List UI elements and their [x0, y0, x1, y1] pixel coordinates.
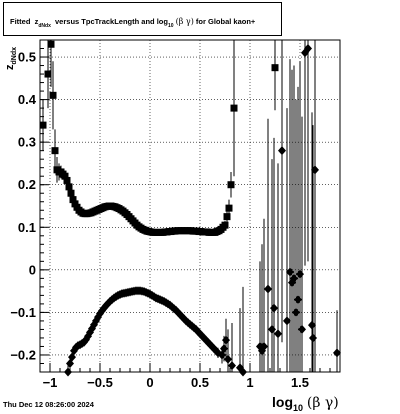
diamond-marker: [309, 333, 317, 343]
data-marks: [39, 40, 341, 377]
diamond-marker: [228, 361, 236, 371]
diamond-marker: [311, 165, 319, 175]
chart-title-box: Fitted zdNdx versus TpcTrackLength and l…: [3, 2, 282, 36]
y-axis-label: zdNdx: [4, 47, 18, 71]
y-tick-label: −0.1: [10, 305, 36, 320]
diamond-marker: [333, 348, 341, 358]
title-log-subscript: 10: [167, 23, 174, 29]
square-marker: [69, 196, 77, 204]
square-marker: [230, 104, 238, 112]
x-axis-label: log10 (β γ): [272, 394, 339, 413]
diamond-marker: [294, 295, 302, 305]
title-z-subscript: dNdx: [38, 23, 51, 29]
diamond-marker: [274, 329, 282, 339]
y-tick-label: 0.1: [18, 220, 36, 235]
square-marker: [227, 181, 235, 189]
diamond-marker: [298, 324, 306, 334]
x-tick-label: −1: [43, 375, 58, 390]
x-tick-label: 0.5: [191, 375, 209, 390]
ylabel-main: z: [4, 64, 16, 71]
y-tick-label: −0.2: [10, 347, 36, 362]
title-prefix: Fitted: [10, 17, 31, 26]
y-tick-label: 0.2: [18, 177, 36, 192]
square-marker: [49, 91, 57, 99]
square-marker: [271, 64, 279, 72]
diamond-marker: [222, 335, 230, 345]
diamond-marker: [270, 303, 278, 313]
xlabel-greek: (β γ): [306, 395, 339, 411]
diamond-marker: [292, 307, 300, 317]
diamond-marker: [286, 267, 294, 277]
xlabel-main: log: [272, 394, 293, 410]
y-tick-label: 0: [29, 262, 36, 277]
x-tick-label: 1.5: [291, 375, 309, 390]
diamond-marker: [224, 354, 232, 364]
y-tick-label: 0.3: [18, 135, 36, 150]
title-middle: versus TpcTrackLength and log: [55, 17, 168, 26]
square-marker: [51, 147, 59, 155]
chart-title: Fitted zdNdx versus TpcTrackLength and l…: [10, 17, 256, 29]
xlabel-subscript: 10: [293, 403, 304, 413]
diamond-marker: [304, 44, 312, 54]
square-marker: [223, 213, 231, 221]
square-marker: [67, 189, 75, 197]
y-tick-label: 0.5: [18, 50, 36, 65]
title-suffix: for Global kaon+: [195, 17, 256, 26]
square-marker: [221, 221, 229, 229]
square-marker: [63, 176, 71, 184]
axis-ticks: −1 −0.5 0 0.5 1 1.5 −0.2 −0.1 0 0.1 0.2 0.3 0.4 0.5: [10, 39, 341, 390]
title-greek: (β γ): [175, 17, 194, 26]
diamond-marker: [264, 284, 272, 294]
diamond-marker: [64, 367, 72, 377]
diamond-marker: [290, 273, 298, 283]
ylabel-subscript: dNdx: [11, 47, 18, 65]
square-marker: [225, 204, 233, 212]
x-tick-label: −0.5: [87, 375, 113, 390]
square-marker: [47, 40, 55, 48]
footer-datetime: Thu Dec 12 08:26:00 2024: [3, 400, 94, 409]
diamond-marker: [278, 146, 286, 156]
x-tick-label: 1: [246, 375, 253, 390]
diamond-marker: [296, 269, 304, 279]
diamond-marker: [239, 367, 247, 377]
diamond-marker: [308, 320, 316, 330]
y-tick-label: 0.4: [18, 92, 37, 107]
square-marker: [39, 121, 47, 129]
diamond-marker: [268, 324, 276, 334]
square-marker: [65, 183, 73, 191]
diamond-marker: [220, 344, 228, 354]
diamond-marker: [260, 341, 268, 351]
title-z: z: [34, 17, 39, 26]
square-marker: [61, 172, 69, 180]
x-tick-label: 0: [146, 375, 153, 390]
diamond-marker: [283, 316, 291, 326]
square-marker: [44, 70, 52, 78]
